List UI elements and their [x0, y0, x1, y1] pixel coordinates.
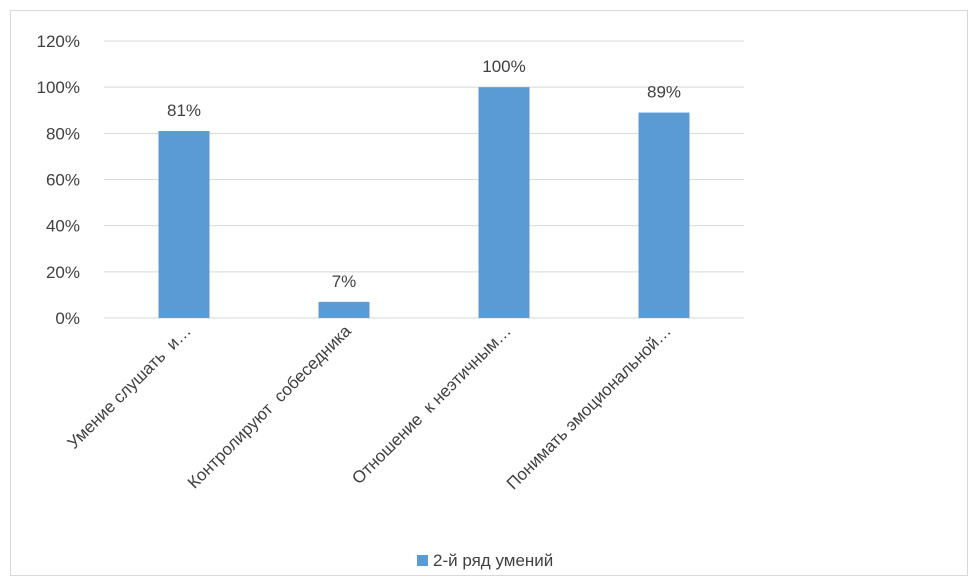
legend: 2-й ряд умений — [417, 551, 553, 570]
data-label: 81% — [167, 101, 201, 120]
legend-swatch — [417, 555, 428, 566]
category-label: Понимать эмоциональной… — [503, 321, 675, 493]
y-tick-label: 120% — [37, 32, 80, 51]
data-labels: 81% 7% 100% 89% — [167, 57, 681, 291]
y-tick-label: 0% — [55, 309, 80, 328]
bar — [318, 301, 370, 318]
y-tick-label: 80% — [46, 124, 80, 143]
legend-series-label: 2-й ряд умений — [433, 551, 553, 570]
data-label: 89% — [647, 83, 681, 102]
y-tick-label: 60% — [46, 171, 80, 190]
bars — [158, 87, 690, 319]
bar — [158, 131, 210, 318]
x-axis-category-labels: Умение слушать и…Контролируют собеседник… — [64, 321, 675, 493]
category-label: Отношение к неэтичным… — [348, 321, 515, 488]
data-label: 100% — [482, 57, 525, 76]
gridlines — [104, 40, 744, 319]
data-label: 7% — [332, 272, 357, 291]
category-label: Умение слушать и… — [64, 321, 195, 452]
y-axis-tick-labels: 0% 20% 40% 60% 80% 100% 120% — [37, 32, 80, 328]
bar — [638, 112, 690, 318]
y-tick-label: 20% — [46, 263, 80, 282]
bar — [478, 87, 530, 319]
y-tick-label: 40% — [46, 217, 80, 236]
y-tick-label: 100% — [37, 78, 80, 97]
category-label: Контролируют собеседника — [184, 321, 355, 492]
